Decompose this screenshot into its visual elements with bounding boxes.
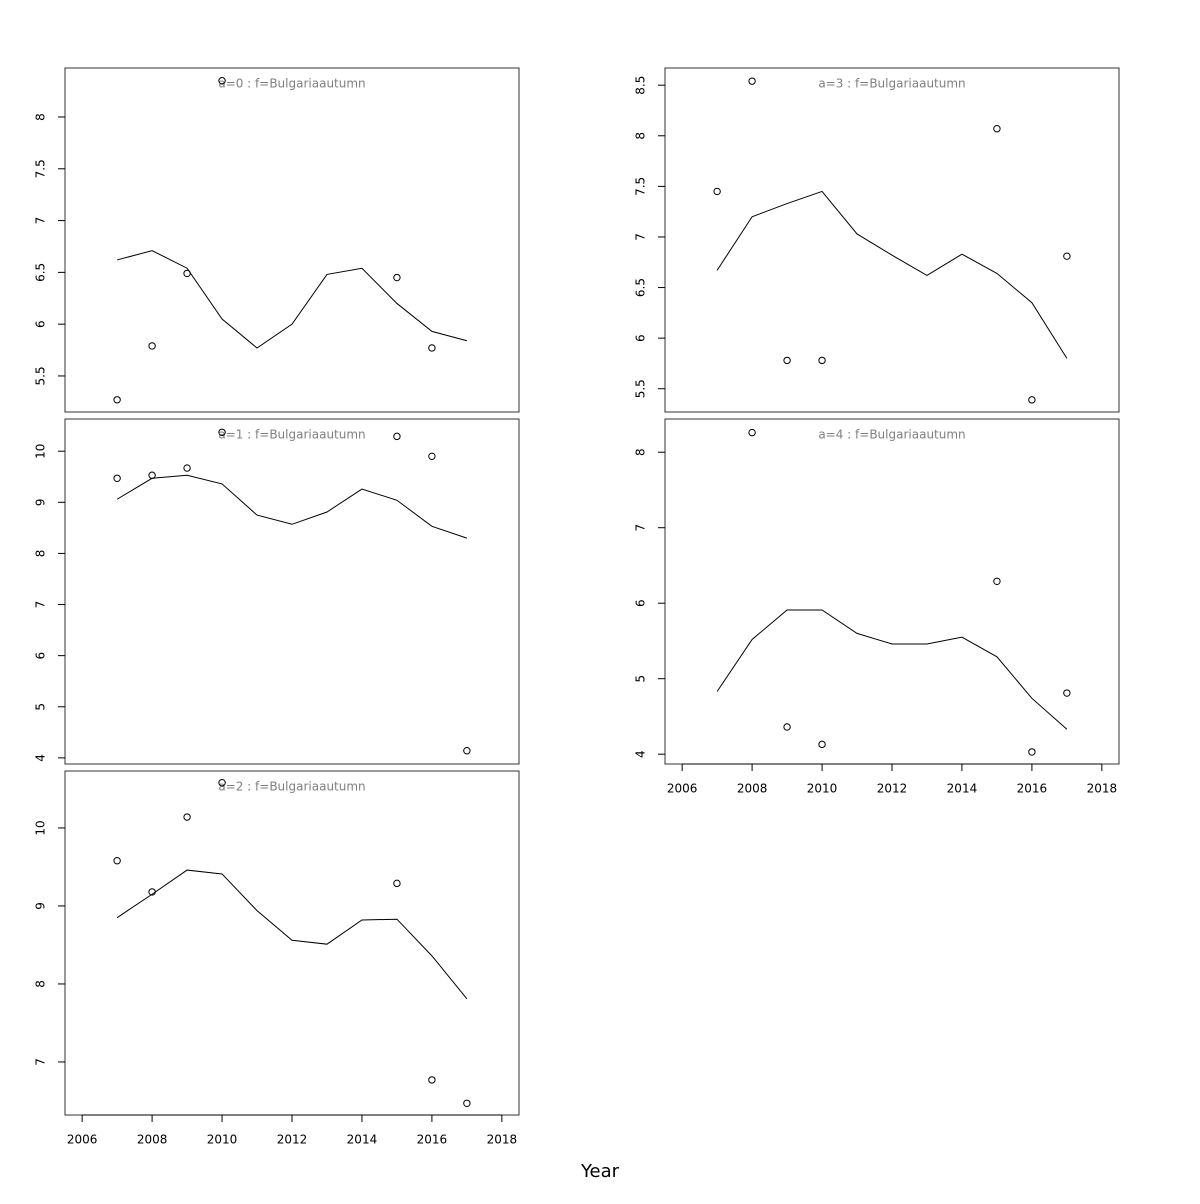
data-point <box>113 474 121 482</box>
y-tick-label: 7 <box>34 1058 48 1066</box>
y-tick-label: 10 <box>34 820 48 835</box>
fit-line <box>116 474 468 539</box>
data-point <box>113 396 121 404</box>
data-point <box>393 879 401 888</box>
y-tick-label: 9 <box>34 498 48 506</box>
data-point <box>148 471 156 479</box>
data-point <box>428 344 436 352</box>
data-point <box>183 464 191 472</box>
panel-title: a=2 : f=Bulgariaautumn <box>218 780 365 794</box>
data-point <box>1028 748 1036 756</box>
y-tick-label: 9 <box>34 902 48 910</box>
y-tick-label: 10 <box>34 444 48 459</box>
data-point <box>463 1099 471 1107</box>
x-tick-label: 2010 <box>807 782 838 796</box>
data-point <box>748 428 756 437</box>
data-point <box>713 187 721 196</box>
x-tick-label: 2006 <box>667 782 698 796</box>
panel-frame <box>64 770 520 1116</box>
panel-frame <box>664 418 1120 765</box>
y-tick-label: 6.5 <box>634 278 648 297</box>
fit-line <box>716 190 1068 359</box>
panel-title: a=1 : f=Bulgariaautumn <box>218 428 365 442</box>
y-tick-label: 6 <box>634 599 648 607</box>
x-tick-label: 2006 <box>67 1133 98 1147</box>
y-tick-label: 5.5 <box>634 379 648 398</box>
y-tick-label: 7 <box>34 217 48 225</box>
y-tick-label: 6 <box>34 320 48 328</box>
data-point <box>113 857 121 865</box>
panel-title: a=3 : f=Bulgariaautumn <box>818 77 965 91</box>
data-point <box>1063 252 1071 260</box>
x-tick-label: 2014 <box>947 782 978 796</box>
x-tick-label: 2016 <box>417 1133 448 1147</box>
data-point <box>818 356 826 365</box>
y-tick-label: 7.5 <box>34 159 48 178</box>
y-tick-label: 7.5 <box>634 177 648 196</box>
data-point <box>393 273 401 282</box>
y-tick-label: 8 <box>34 113 48 121</box>
x-axis-label: Year <box>580 1161 620 1182</box>
x-tick-label: 2018 <box>1087 782 1118 796</box>
x-tick-label: 2012 <box>277 1133 308 1147</box>
panel-title: a=0 : f=Bulgariaautumn <box>218 77 365 91</box>
data-point <box>218 428 226 436</box>
y-tick-label: 7 <box>634 233 648 241</box>
y-tick-label: 8.5 <box>634 76 648 95</box>
data-point <box>993 577 1001 586</box>
data-point <box>148 342 156 350</box>
panel-frame <box>664 67 1120 413</box>
y-tick-label: 4 <box>634 750 648 758</box>
y-tick-label: 6 <box>34 652 48 660</box>
fit-line <box>116 869 468 1000</box>
y-tick-label: 7 <box>634 524 648 532</box>
panel-title: a=4 : f=Bulgariaautumn <box>818 428 965 442</box>
data-point <box>428 452 436 461</box>
data-point <box>993 125 1001 133</box>
y-tick-label: 4 <box>34 754 48 762</box>
x-tick-label: 2010 <box>207 1133 238 1147</box>
fit-line <box>716 609 1068 730</box>
panel-frame <box>64 418 520 765</box>
y-tick-label: 8 <box>634 132 648 140</box>
x-tick-label: 2018 <box>487 1133 518 1147</box>
y-tick-label: 5 <box>634 675 648 683</box>
data-point <box>1028 396 1036 404</box>
data-point <box>783 356 791 365</box>
data-point <box>463 747 471 755</box>
data-point <box>783 723 791 731</box>
x-tick-label: 2014 <box>347 1133 378 1147</box>
y-tick-label: 5.5 <box>34 366 48 385</box>
data-point <box>428 1076 436 1084</box>
panel-frame <box>64 67 520 413</box>
data-point <box>183 813 191 821</box>
x-tick-label: 2016 <box>1017 782 1048 796</box>
data-point <box>818 740 826 749</box>
y-tick-label: 7 <box>34 601 48 609</box>
x-tick-label: 2012 <box>877 782 908 796</box>
y-tick-label: 8 <box>634 448 648 456</box>
x-tick-label: 2008 <box>137 1133 168 1147</box>
x-tick-label: 2008 <box>737 782 768 796</box>
y-tick-label: 8 <box>34 980 48 988</box>
data-point <box>748 77 756 85</box>
data-point <box>1063 689 1071 697</box>
fit-line <box>116 250 468 349</box>
data-point <box>218 77 226 85</box>
y-tick-label: 6 <box>634 334 648 342</box>
y-tick-label: 5 <box>34 703 48 711</box>
data-point <box>218 779 226 787</box>
y-tick-label: 8 <box>34 550 48 558</box>
data-point <box>393 432 401 441</box>
y-tick-label: 6.5 <box>34 263 48 282</box>
